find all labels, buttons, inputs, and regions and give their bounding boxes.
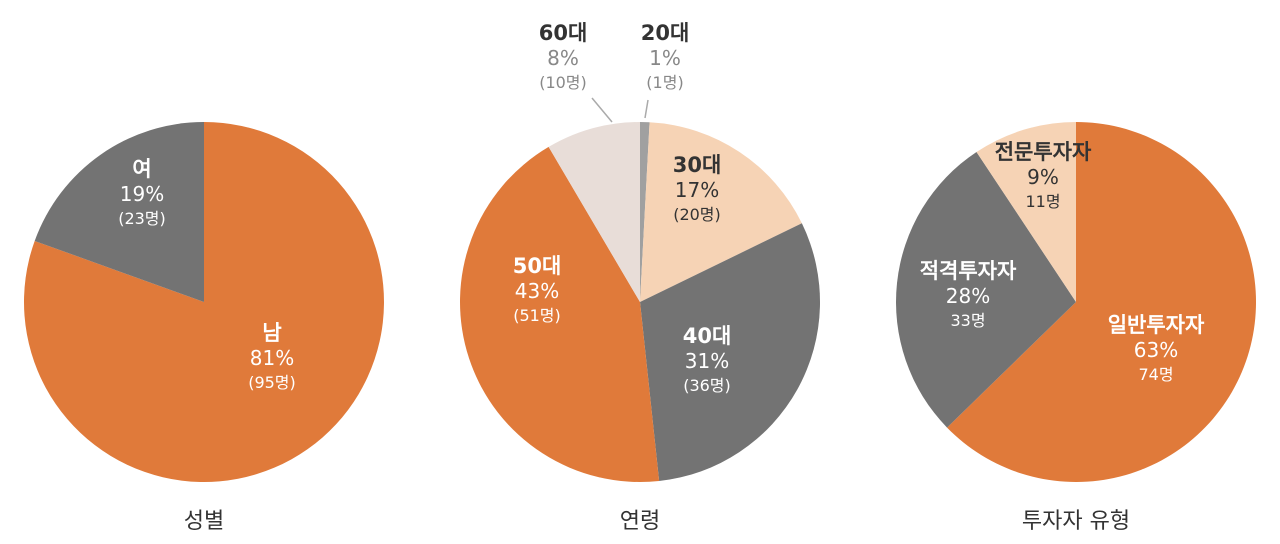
slice-label: 여 xyxy=(132,157,151,181)
slice-count: (10명) xyxy=(539,73,587,92)
pie-slice xyxy=(947,122,1257,482)
slice-count: (36명) xyxy=(683,376,731,395)
pie-slice xyxy=(976,122,1076,302)
slice-label: 60대 xyxy=(539,21,588,45)
pie-slice xyxy=(640,122,802,302)
slice-count: (95명) xyxy=(248,373,296,392)
slice-label: 적격투자자 xyxy=(920,259,1017,283)
slice-percent: 81% xyxy=(250,346,294,370)
slice-percent: 63% xyxy=(1134,338,1178,362)
slice-label: 일반투자자 xyxy=(1108,313,1205,337)
slice-percent: 9% xyxy=(1027,165,1059,189)
slice-percent: 1% xyxy=(649,46,681,70)
slice-label: 50대 xyxy=(513,254,562,278)
pie-slice xyxy=(640,223,821,481)
pie-chart-1: 남81% (95명) 여19% (23명) 성별 xyxy=(23,121,384,534)
chart-title: 연령 xyxy=(620,509,660,534)
slice-count: (1명) xyxy=(646,73,683,92)
chart-title: 투자자 유형 xyxy=(1022,509,1130,534)
slice-percent: 43% xyxy=(515,279,559,303)
slice-count: 11명 xyxy=(1025,192,1060,211)
slice-label: 남 xyxy=(262,321,281,345)
pie-slice xyxy=(34,121,204,302)
chart-title: 성별 xyxy=(184,509,224,534)
slice-percent: 8% xyxy=(547,46,579,70)
slice-label: 20대 xyxy=(641,21,690,45)
leader-line xyxy=(644,99,649,119)
slice-count: 74명 xyxy=(1138,365,1173,384)
pie-slice xyxy=(640,122,650,302)
slice-count: (20명) xyxy=(673,205,721,224)
slice-percent: 19% xyxy=(120,182,164,206)
slice-count: (23명) xyxy=(118,209,166,228)
slice-count: 33명 xyxy=(950,311,985,330)
slice-percent: 31% xyxy=(685,349,729,373)
slice-count: (51명) xyxy=(513,306,561,325)
slice-label: 전문투자자 xyxy=(995,140,1092,164)
leader-line xyxy=(591,97,613,123)
pie-slice xyxy=(548,122,640,302)
pie-slice xyxy=(23,122,384,482)
pie-slice xyxy=(460,146,660,482)
slice-percent: 17% xyxy=(675,178,719,202)
slice-percent: 28% xyxy=(946,284,990,308)
slice-label: 40대 xyxy=(683,324,732,348)
pie-slice xyxy=(896,152,1076,428)
slice-label: 30대 xyxy=(673,153,722,177)
